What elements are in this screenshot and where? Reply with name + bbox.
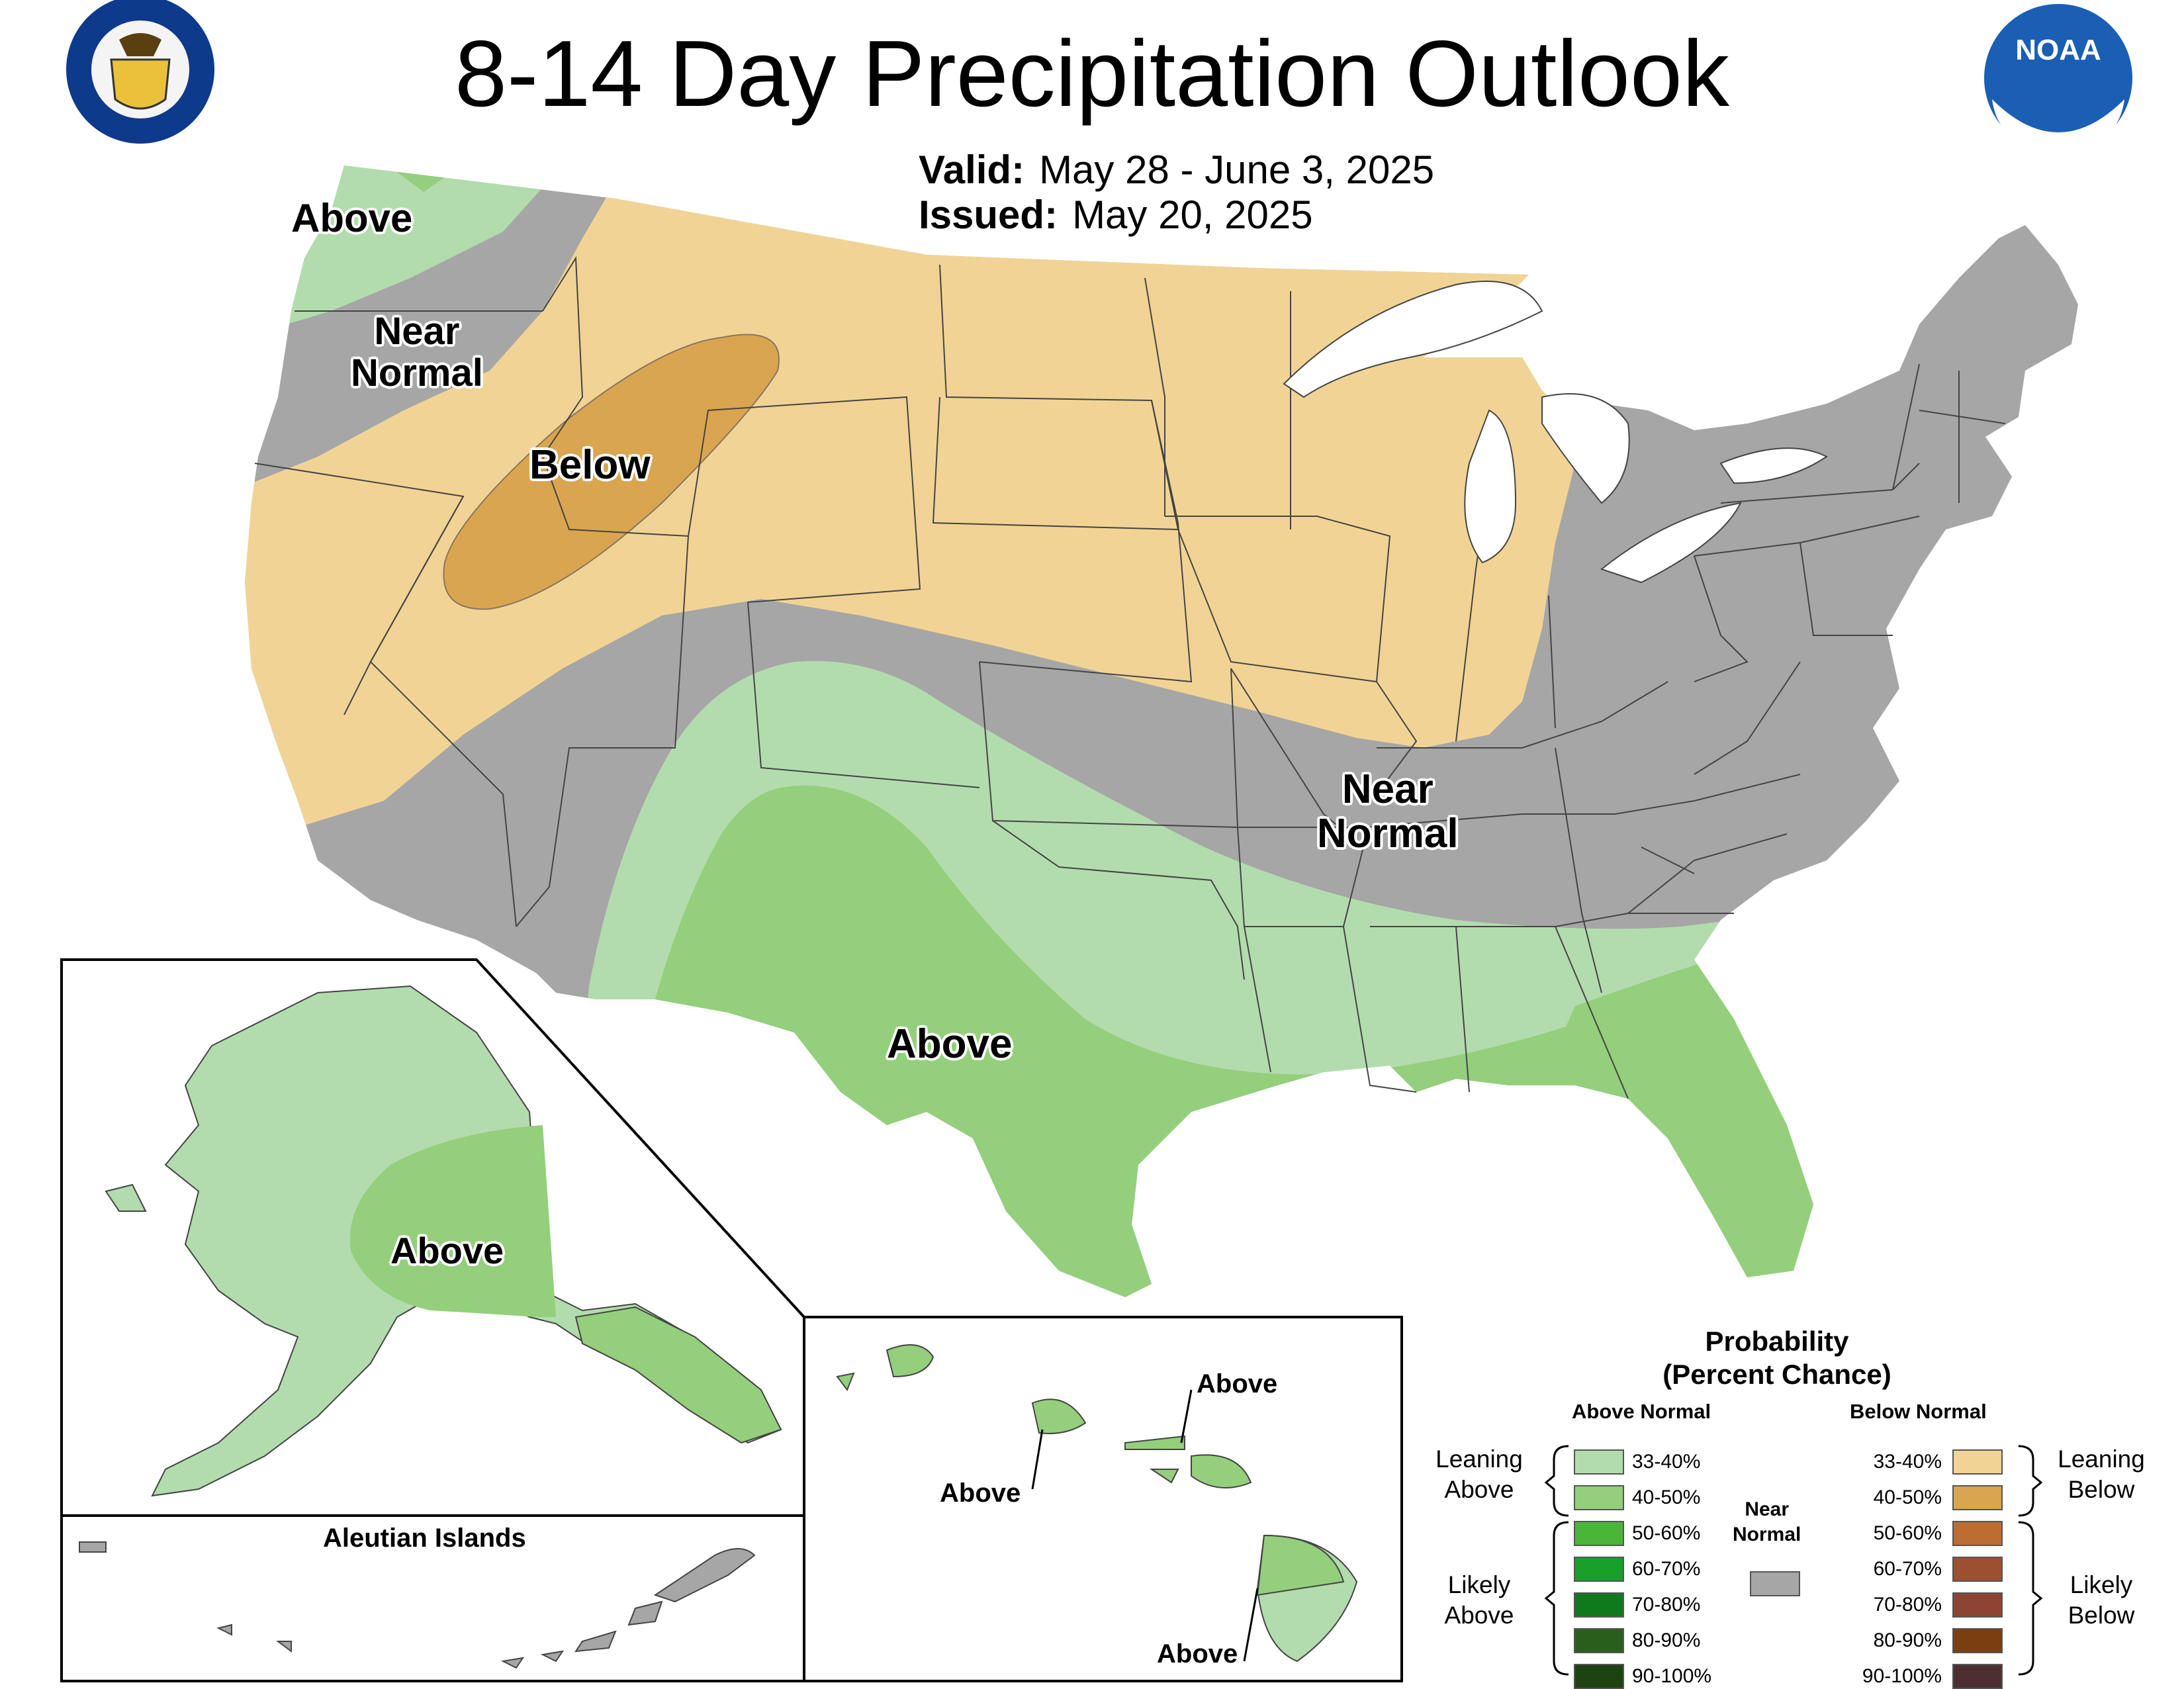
label-west-below: Below [529,442,651,488]
label-hawaii-above-3: Above [1157,1639,1238,1668]
legend-below-label-4: 70-80% [1873,1594,1942,1616]
state-boundaries [254,255,2006,1099]
legend-above-swatch-6 [1574,1664,1624,1689]
valid-value: May 28 - June 3, 2025 [1039,148,1435,192]
legend-title-line1: Probability [1705,1326,1849,1357]
label-alaska-above: Above [390,1230,504,1271]
alaska-above-40-50 [349,1125,556,1317]
legend-below-label-0: 33-40% [1873,1451,1942,1473]
aleutian-islands-shape [79,1541,756,1669]
issued-date: Issued: May 20, 2025 [919,192,1313,238]
legend-below-label-1: 40-50% [1873,1486,1942,1508]
legend-below-label-3: 60-70% [1873,1558,1942,1580]
great-lakes [1283,281,1828,584]
issued-value: May 20, 2025 [1072,193,1313,237]
legend-above-swatch-4 [1574,1592,1624,1618]
label-central-near-normal: Near Normal [1317,766,1459,856]
legend-below-swatch-6 [1952,1664,2003,1689]
legend-above-swatch-0 [1574,1449,1624,1475]
legend-above-label-1: 40-50% [1632,1486,1701,1508]
legend-above-swatch-1 [1574,1485,1624,1510]
legend-near-normal-swatch [1750,1571,1800,1596]
legend-above-label-2: 50-60% [1632,1522,1701,1544]
label-hawaii-above-1: Above [1197,1369,1278,1398]
legend-below-swatch-5 [1952,1628,2003,1653]
valid-dates: Valid: May 28 - June 3, 2025 [919,147,1434,193]
valid-label: Valid: [919,148,1025,192]
aleutian-islands-title: Aleutian Islands [323,1524,526,1553]
legend-below-swatch-3 [1952,1557,2003,1582]
legend-below-heading: Below Normal [1850,1400,1987,1423]
svg-text:NOAA: NOAA [2015,34,2101,66]
legend-above-swatch-2 [1574,1521,1624,1546]
legend-likely-below: Likely Below [2068,1571,2135,1629]
noaa-logo: NOAA [1984,4,2132,154]
legend-above-label-4: 70-80% [1632,1594,1701,1616]
hawaii-shape [836,1344,1358,1663]
legend-title-line2: (Percent Chance) [1662,1359,1891,1391]
legend-above-label-3: 60-70% [1632,1558,1701,1580]
hawaii-inset-frame [803,1316,1403,1682]
legend-leaning-below: Leaning Below [2058,1445,2145,1504]
legend-above-heading: Above Normal [1572,1400,1711,1423]
legend-below-swatch-2 [1952,1521,2003,1546]
label-nw-above: Above [291,196,413,240]
region-below-leaning [245,165,1588,827]
legend-above-label-0: 33-40% [1632,1451,1701,1473]
legend-leaning-above: Leaning Above [1435,1445,1523,1504]
label-west-near-normal: Near Normal [351,310,483,394]
label-hawaii-above-2: Above [940,1479,1021,1508]
legend-above-label-6: 90-100% [1632,1665,1712,1687]
legend-above-label-5: 80-90% [1632,1629,1701,1651]
region-nw-above [265,165,563,331]
legend-below-label-6: 90-100% [1862,1665,1942,1687]
legend-below-swatch-1 [1952,1485,2003,1510]
legend-title: Probability (Percent Chance) [1608,1325,1946,1392]
label-south-above: Above [887,1021,1013,1067]
legend-below-swatch-4 [1952,1592,2003,1618]
hawaii-leader-lines [1031,1389,1259,1662]
legend-below-swatch-0 [1952,1449,2003,1475]
legend-below-label-2: 50-60% [1873,1522,1942,1544]
department-of-commerce-seal [66,0,214,144]
issued-label: Issued: [919,193,1058,237]
legend-likely-above: Likely Above [1444,1571,1514,1629]
legend-near-normal-label: Near Normal [1733,1498,1801,1545]
legend-below-label-5: 80-90% [1873,1629,1942,1651]
page-title: 8-14 Day Precipitation Outlook [455,21,1729,126]
legend-above-swatch-3 [1574,1557,1624,1582]
legend-brackets [1544,1445,2043,1676]
legend-above-swatch-5 [1574,1628,1624,1653]
